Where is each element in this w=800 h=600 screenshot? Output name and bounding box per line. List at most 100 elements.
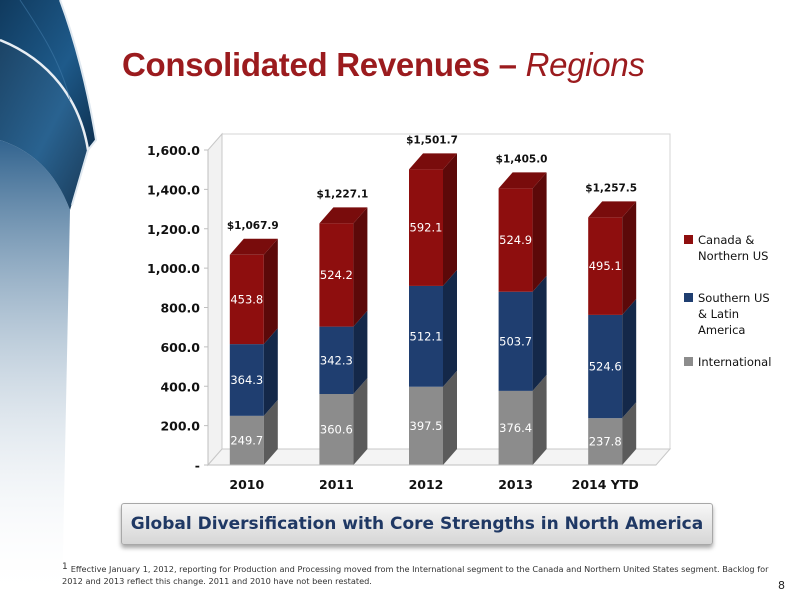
footnote-text: Effective January 1, 2012, reporting for… — [62, 564, 769, 586]
bar-segment — [229, 344, 264, 416]
title-separator: – — [498, 46, 517, 83]
bar-value-label: 237.8 — [589, 435, 622, 449]
bar-segment — [498, 291, 533, 391]
bar-segment-side — [353, 207, 368, 327]
bar-segment — [319, 394, 354, 465]
legend-item: International — [684, 355, 771, 369]
bar-value-label: 342.3 — [320, 353, 353, 367]
bar-total-label: $1,067.9 — [227, 220, 279, 232]
bar-total-label: $1,227.1 — [316, 188, 368, 200]
x-tick-label: 2013 — [498, 477, 533, 492]
legend-item: Southern US & Latin America — [684, 291, 770, 337]
bar-segment-side — [532, 374, 547, 465]
bar-segment-side — [443, 153, 457, 286]
bar-stack-2011 — [319, 207, 368, 465]
y-axis: - 200.0 400.0 600.0 800.0 1,000.0 1,200.0 1,400… — [147, 143, 209, 473]
page-title: Consolidated Revenues – Regions — [122, 46, 645, 84]
bar-total-label: $1,405.0 — [496, 153, 548, 165]
bar-segment — [498, 188, 533, 292]
bar-segment-side — [353, 378, 368, 465]
bar-total-label: $1,501.7 — [406, 134, 458, 146]
bar-segment-side — [532, 172, 547, 292]
bar-value-label: 524.6 — [589, 360, 622, 374]
bar-segment-side — [353, 310, 368, 395]
bar-stack-2013 — [498, 172, 547, 465]
bar-stack-2010 — [229, 238, 278, 465]
legend-label-line: Canada & — [698, 233, 754, 247]
bar-total-label: $1,257.5 — [585, 182, 637, 194]
bar-segment-side — [622, 201, 637, 315]
title-subtitle: Regions — [525, 46, 645, 83]
bar-segment — [229, 415, 264, 465]
legend-swatch — [684, 357, 693, 366]
legend-swatch — [684, 293, 693, 302]
bar-value-label: 524.9 — [499, 233, 532, 247]
bar-segment — [498, 390, 533, 465]
bar-top-face — [229, 238, 278, 255]
chart-side-wall — [207, 132, 223, 467]
page-number: 8 — [778, 579, 785, 592]
chart-data-labels: 249.7 364.3 453.8 $1,067.9 360.6 342.3 524.2 $1… — [227, 134, 637, 448]
legend-label: Canada & Northern US — [698, 233, 768, 263]
x-axis: 2010 2011 2012 2013 2014 YTD — [208, 464, 656, 492]
y-tick-label: 200.0 — [160, 419, 200, 434]
chart-bars — [229, 153, 637, 465]
x-tick-label: 2010 — [229, 477, 264, 492]
footnote: 1 Effective January 1, 2012, reporting fo… — [62, 561, 772, 587]
bar-stack-2014-ytd — [588, 201, 637, 465]
bar-segment-side — [263, 328, 278, 416]
bar-segment-side — [443, 269, 457, 387]
bar-segment-side — [622, 402, 637, 465]
bar-segment — [229, 254, 264, 345]
legend-label-line: & Latin — [698, 307, 739, 321]
bar-segment-side — [263, 238, 278, 345]
legend-item: Canada & Northern US — [684, 233, 768, 263]
bar-segment-side — [263, 399, 278, 465]
y-tick-label: - — [195, 458, 200, 473]
bar-segment — [409, 386, 443, 465]
y-tick-label: 1,400.0 — [147, 182, 200, 197]
bar-value-label: 503.7 — [499, 334, 532, 348]
legend-swatch — [684, 235, 693, 244]
bar-value-label: 249.7 — [230, 433, 263, 447]
y-tick-label: 600.0 — [160, 340, 200, 355]
bar-segment — [319, 223, 354, 327]
bar-stack-2012 — [409, 153, 457, 465]
legend-label-line: Southern US — [698, 291, 770, 305]
bar-top-face — [498, 172, 547, 189]
bar-segment-side — [532, 275, 547, 391]
title-main: Consolidated Revenues — [122, 46, 490, 83]
bar-value-label: 512.1 — [410, 329, 443, 343]
bar-segment — [409, 285, 443, 387]
legend-label-line: Northern US — [698, 249, 768, 263]
bar-value-label: 376.4 — [499, 421, 532, 435]
y-tick-label: 1,600.0 — [147, 143, 200, 158]
bar-segment-side — [622, 298, 637, 419]
bar-segment — [409, 169, 443, 286]
bar-value-label: 364.3 — [230, 373, 263, 387]
bar-segment — [588, 418, 623, 465]
bar-value-label: 360.6 — [320, 423, 353, 437]
bar-value-label: 397.5 — [410, 419, 443, 433]
legend-label-line: America — [698, 323, 745, 337]
bar-top-face — [319, 207, 368, 224]
y-tick-label: 800.0 — [160, 301, 200, 316]
x-tick-label: 2014 YTD — [572, 477, 639, 492]
bar-segment — [588, 217, 623, 315]
banner-text: Global Diversification with Core Strengt… — [130, 514, 704, 534]
bar-top-face — [409, 153, 457, 170]
bar-segment-side — [443, 370, 457, 465]
key-message-banner: Global Diversification with Core Strengt… — [121, 503, 713, 545]
chart-legend: Canada & Northern US Southern US & Latin Ame… — [684, 233, 771, 369]
y-tick-label: 400.0 — [160, 379, 200, 394]
bar-value-label: 495.1 — [589, 259, 622, 273]
bar-value-label: 592.1 — [410, 221, 443, 235]
bar-top-face — [588, 201, 637, 218]
legend-label: International — [698, 355, 771, 369]
x-tick-label: 2011 — [319, 477, 354, 492]
bar-segment — [588, 314, 623, 419]
y-tick-label: 1,200.0 — [147, 222, 200, 237]
bar-value-label: 524.2 — [320, 268, 353, 282]
